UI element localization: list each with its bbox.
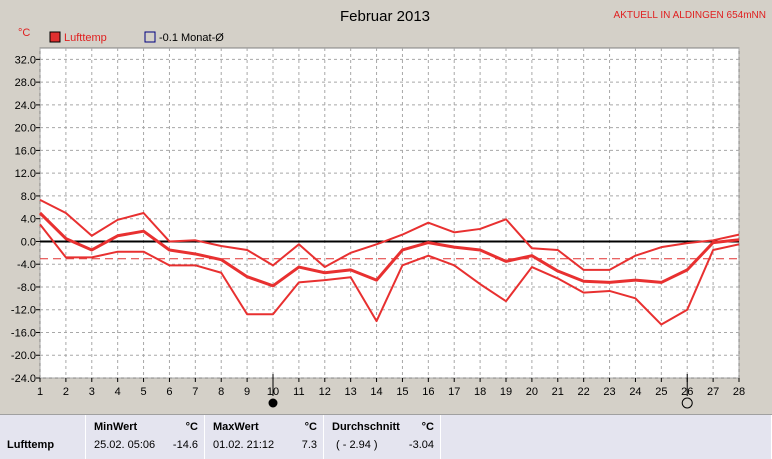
x-tick-label: 2 bbox=[63, 386, 69, 398]
avg-header: Durchschnitt bbox=[332, 421, 400, 433]
station-label: AKTUELL IN ALDINGEN 654mNN bbox=[614, 10, 766, 21]
y-tick-label: 4.0 bbox=[21, 214, 36, 226]
x-tick-label: 4 bbox=[115, 386, 121, 398]
x-tick-label: 23 bbox=[603, 386, 615, 398]
y-tick-label: 0.0 bbox=[21, 236, 36, 248]
x-tick-label: 8 bbox=[218, 386, 224, 398]
summary-empty-cell bbox=[441, 415, 772, 459]
y-tick-label: -20.0 bbox=[11, 350, 36, 362]
legend-swatch-monat bbox=[144, 31, 156, 43]
summary-row-label: Lufttemp bbox=[7, 439, 55, 451]
x-tick-label: 3 bbox=[89, 386, 95, 398]
x-tick-label: 14 bbox=[370, 386, 382, 398]
x-tick-label: 17 bbox=[448, 386, 460, 398]
y-tick-label: -12.0 bbox=[11, 305, 36, 317]
temperature-chart: Februar 2013 AKTUELL IN ALDINGEN 654mNN … bbox=[10, 8, 766, 409]
summary-label-cell: Lufttemp bbox=[0, 415, 86, 459]
avg-unit: °C bbox=[421, 421, 434, 433]
max-unit: °C bbox=[304, 421, 317, 433]
x-tick-label: 18 bbox=[474, 386, 486, 398]
x-tick-label: 9 bbox=[244, 386, 250, 398]
series-line-max bbox=[39, 199, 740, 271]
legend-swatch-lufttemp bbox=[49, 31, 61, 43]
min-value: -14.6 bbox=[172, 439, 198, 451]
x-tick-label: 15 bbox=[396, 386, 408, 398]
x-tick-label: 24 bbox=[629, 386, 641, 398]
x-tick-label: 1 bbox=[37, 386, 43, 398]
y-tick-label: 20.0 bbox=[15, 123, 36, 135]
chart-title: Februar 2013 bbox=[340, 8, 430, 25]
y-tick-label: -8.0 bbox=[17, 282, 36, 294]
series-line-avg bbox=[38, 211, 740, 288]
y-tick-label: -16.0 bbox=[11, 327, 36, 339]
min-header: MinWert bbox=[94, 421, 138, 433]
max-header: MaxWert bbox=[213, 421, 259, 433]
x-tick-label: 28 bbox=[733, 386, 745, 398]
x-tick-label: 19 bbox=[500, 386, 512, 398]
y-axis: 32.0 28.0 24.0 20.0 16.0 12.0 8.0 4.0 0.0 -4.0 -8.… bbox=[11, 54, 40, 385]
min-datetime: 25.02. 05:06 bbox=[94, 439, 156, 451]
x-tick-label: 5 bbox=[140, 386, 146, 398]
max-datetime: 01.02. 21:12 bbox=[213, 439, 275, 451]
avg-cell: Durchschnitt °C ( - 2.94 ) -3.04 bbox=[324, 415, 441, 459]
x-axis: 1 2 3 4 5 6 7 8 9 10 11 12 13 14 15 16 17 18 19 20 21 22 23 24 2… bbox=[37, 378, 745, 398]
min-cell: MinWert °C 25.02. 05:06 -14.6 bbox=[86, 415, 205, 459]
x-tick-label: 25 bbox=[655, 386, 667, 398]
series-line-min bbox=[39, 223, 740, 326]
x-tick-label: 16 bbox=[422, 386, 434, 398]
y-tick-label: 32.0 bbox=[15, 54, 36, 66]
summary-panel: Lufttemp MinWert °C 25.02. 05:06 -14.6 M… bbox=[0, 414, 772, 459]
avg-detail: ( - 2.94 ) bbox=[336, 439, 378, 451]
filled-circle-marker bbox=[268, 398, 278, 408]
y-tick-label: 28.0 bbox=[15, 77, 36, 89]
y-tick-label: 8.0 bbox=[21, 191, 36, 203]
day-markers bbox=[268, 374, 693, 409]
x-tick-label: 20 bbox=[526, 386, 538, 398]
legend-label-lufttemp: Lufttemp bbox=[64, 32, 107, 44]
x-tick-label: 6 bbox=[166, 386, 172, 398]
max-value: 7.3 bbox=[301, 439, 317, 451]
y-tick-label: 24.0 bbox=[15, 100, 36, 112]
y-tick-label: 12.0 bbox=[15, 168, 36, 180]
min-unit: °C bbox=[185, 421, 198, 433]
y-axis-unit: °C bbox=[18, 27, 30, 39]
x-tick-label: 13 bbox=[345, 386, 357, 398]
y-tick-label: 16.0 bbox=[15, 145, 36, 157]
plot-area bbox=[39, 47, 740, 379]
x-tick-label: 12 bbox=[319, 386, 331, 398]
open-circle-marker bbox=[681, 397, 693, 409]
max-cell: MaxWert °C 01.02. 21:12 7.3 bbox=[205, 415, 324, 459]
series-group bbox=[38, 199, 740, 326]
y-tick-label: -4.0 bbox=[17, 259, 36, 271]
x-tick-label: 7 bbox=[192, 386, 198, 398]
legend-label-monat: -0.1 Monat-Ø bbox=[159, 32, 224, 44]
x-tick-label: 11 bbox=[293, 386, 304, 398]
x-tick-label: 22 bbox=[578, 386, 590, 398]
avg-value: -3.04 bbox=[408, 439, 434, 451]
y-tick-label: -24.0 bbox=[11, 373, 36, 385]
x-tick-label: 21 bbox=[552, 386, 564, 398]
x-tick-label: 27 bbox=[707, 386, 719, 398]
